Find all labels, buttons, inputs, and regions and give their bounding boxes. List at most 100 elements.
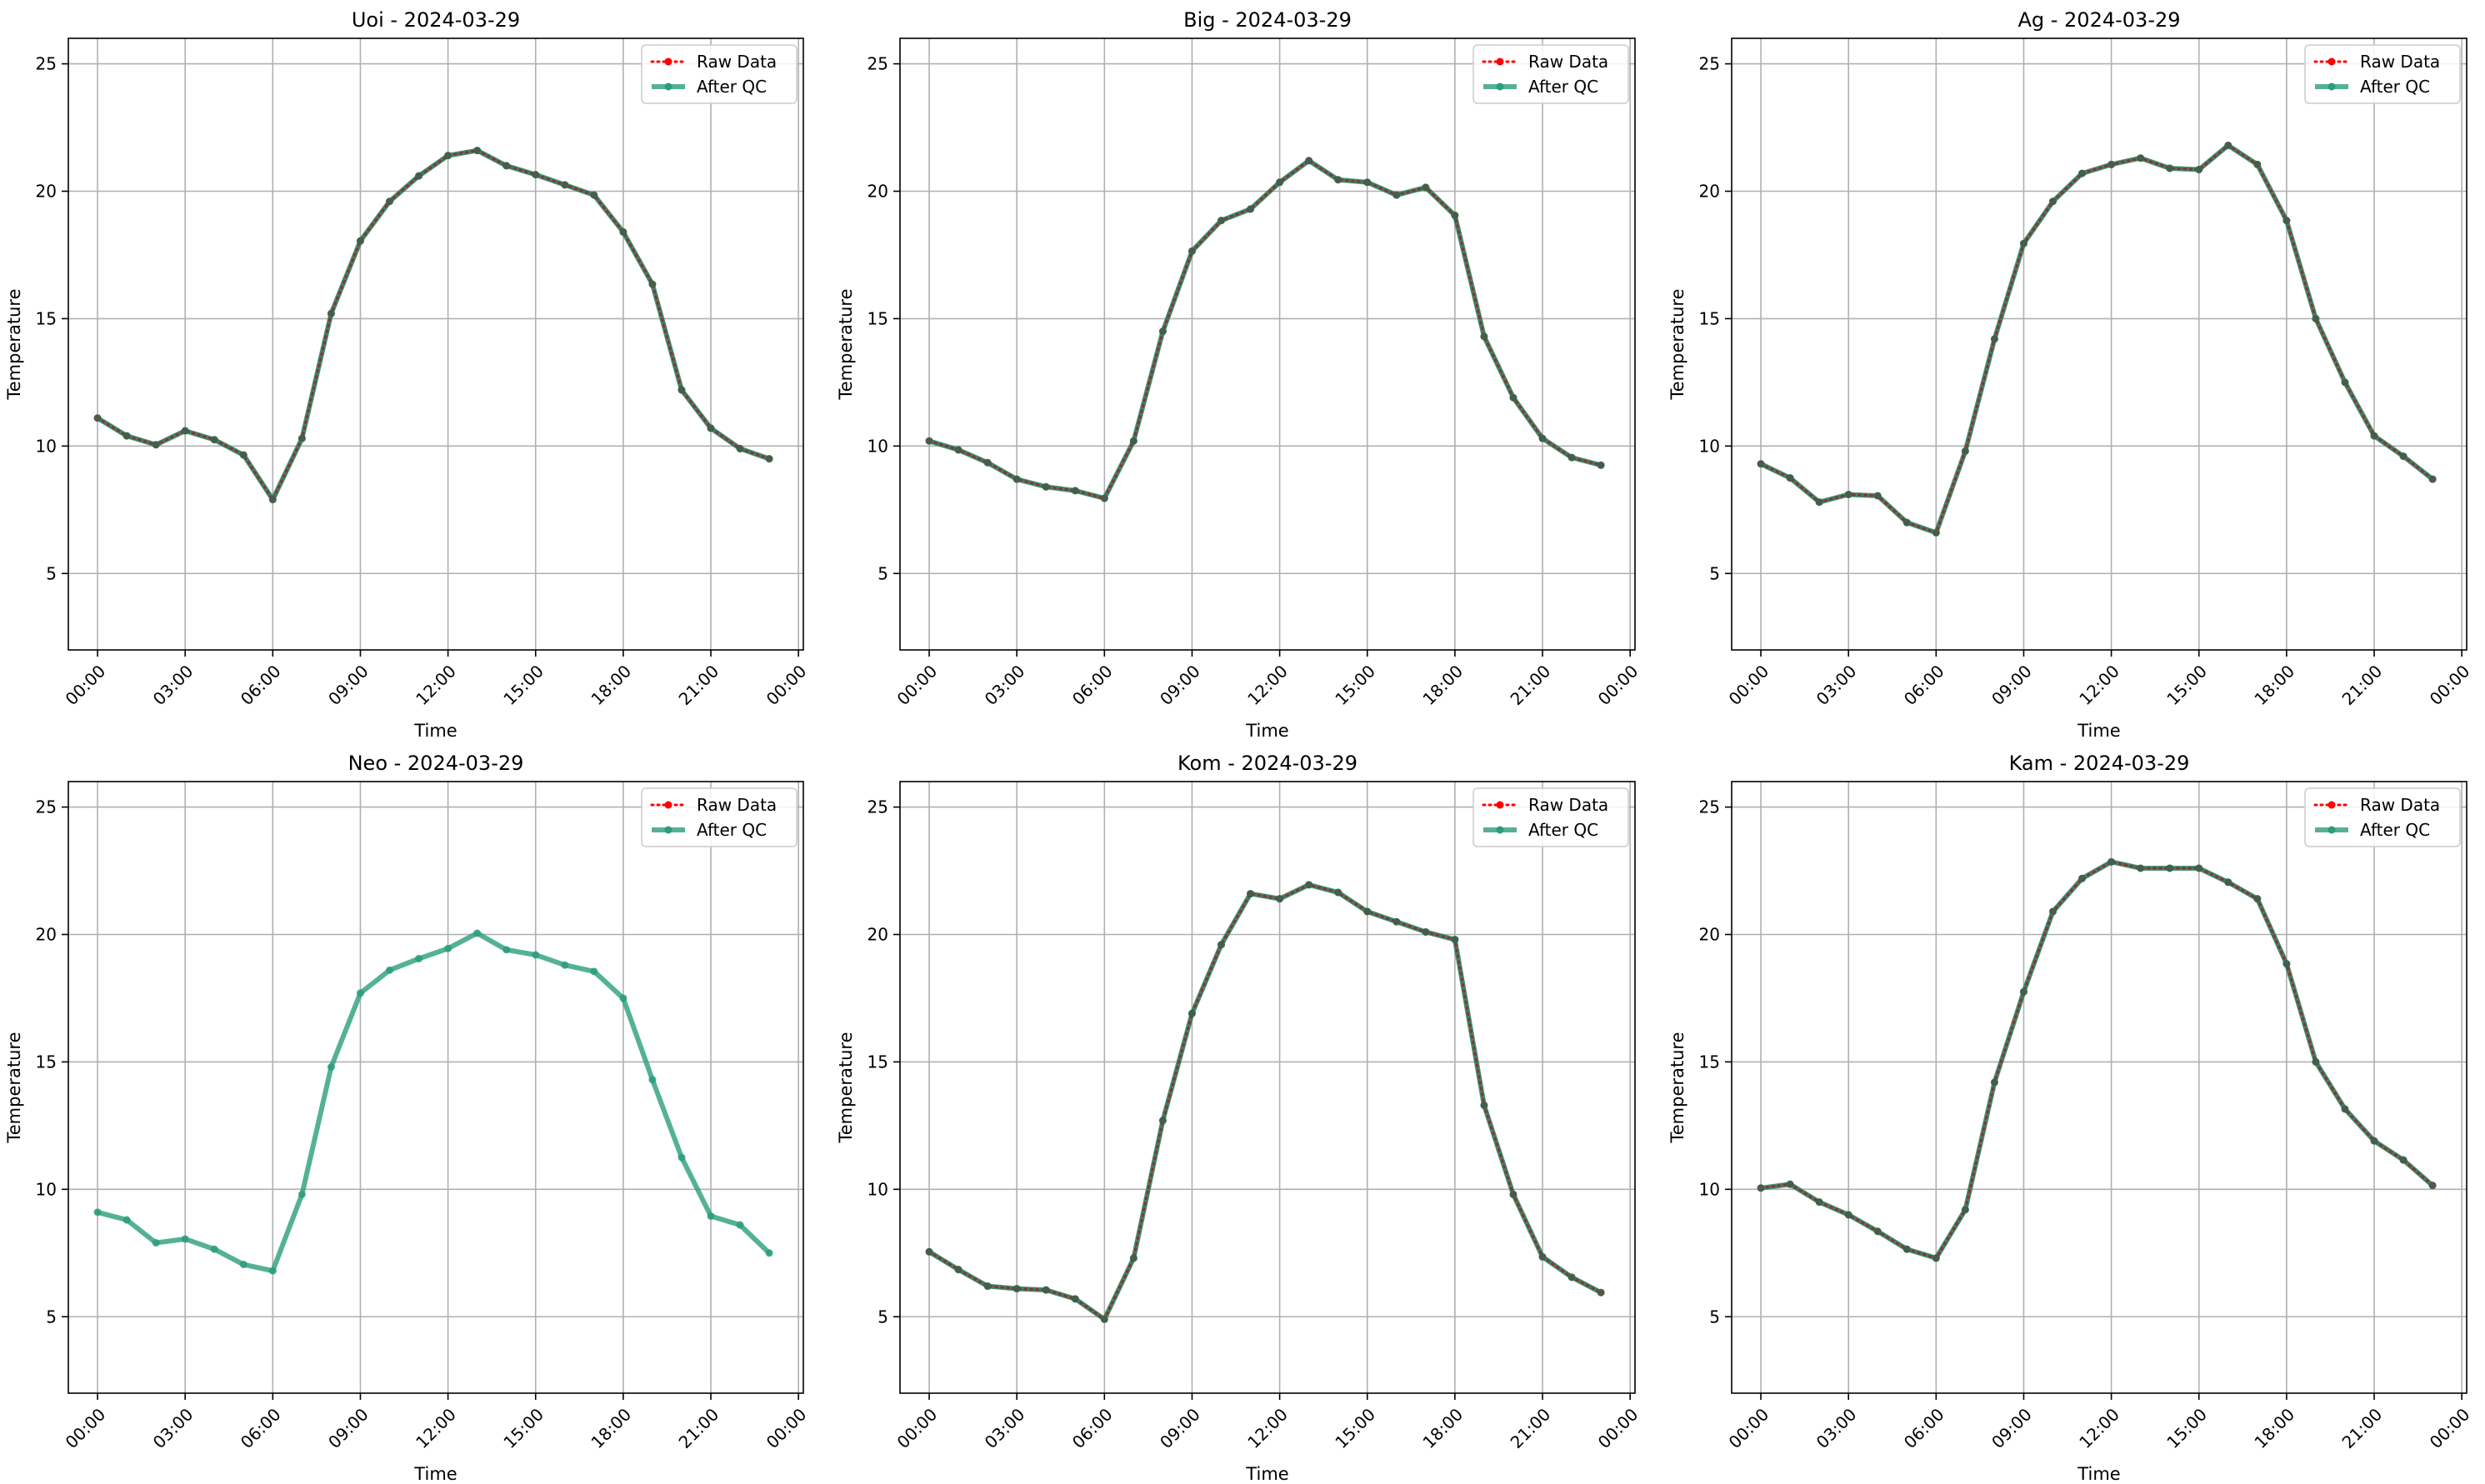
after-qc-point-overlay <box>1129 437 1138 445</box>
after-qc-point-overlay <box>983 1282 992 1291</box>
chart-title: Kam - 2024-03-29 <box>2009 752 2190 775</box>
x-tick-label: 12:00 <box>412 661 460 709</box>
y-tick-label: 10 <box>868 1179 888 1199</box>
after-qc-point-overlay <box>1786 1180 1794 1188</box>
after-qc-point-overlay <box>765 455 773 463</box>
after-qc-point-overlay <box>1071 487 1079 495</box>
y-tick-label: 10 <box>1699 1179 1720 1199</box>
after-qc-point-overlay <box>532 171 540 179</box>
x-tick-label: 06:00 <box>1068 1404 1117 1452</box>
after-qc-point <box>590 967 598 976</box>
plot-area <box>900 782 1635 1393</box>
legend-label-raw: Raw Data <box>1528 795 1608 815</box>
y-axis-label: Temperature <box>836 1032 856 1143</box>
axes-frame <box>68 781 804 1394</box>
y-tick-label: 15 <box>868 308 888 328</box>
y-tick-label: 25 <box>36 54 57 74</box>
legend-qc-marker <box>664 826 672 834</box>
after-qc-point-overlay <box>2370 432 2378 440</box>
x-tick-label: 15:00 <box>2162 1404 2211 1452</box>
after-qc-point-overlay <box>925 1247 933 1256</box>
subplot-1: 00:00 03:00 06:00 09:00 12:00 15:00 18:00 21:00… <box>4 8 810 741</box>
after-qc-point-overlay <box>298 434 306 442</box>
after-qc-point-overlay <box>1815 1198 1823 1207</box>
after-qc-point-overlay <box>1990 1078 1998 1087</box>
y-tick-label: 5 <box>878 1307 888 1327</box>
x-axis-label: Time <box>2077 1464 2120 1484</box>
x-tick-label: 21:00 <box>675 1404 723 1452</box>
y-tick-label: 20 <box>868 182 888 202</box>
after-qc-point-overlay <box>1873 492 1882 500</box>
x-tick-label: 09:00 <box>1156 661 1204 709</box>
after-qc-point-overlay <box>1042 1286 1050 1294</box>
after-qc-point-overlay <box>1961 447 1969 455</box>
legend-raw-marker <box>2328 801 2336 809</box>
after-qc-point-overlay <box>2078 169 2087 177</box>
after-qc-point-overlay <box>1422 927 1430 936</box>
y-tick-label: 10 <box>1699 436 1720 456</box>
x-tick-label: 00:00 <box>1725 661 1773 709</box>
after-qc-point-overlay <box>1757 1184 1765 1192</box>
after-qc-point-overlay <box>648 280 657 288</box>
after-qc-point-overlay <box>1538 1252 1547 1261</box>
x-tick-label: 15:00 <box>2162 661 2211 709</box>
legend-qc-marker <box>664 82 672 91</box>
after-qc-point <box>356 989 364 997</box>
after-qc-point <box>239 1261 248 1269</box>
after-qc-point-overlay <box>268 496 277 504</box>
after-qc-point <box>473 929 482 937</box>
x-tick-label: 00:00 <box>62 1404 110 1452</box>
after-qc-point-overlay <box>1188 247 1196 255</box>
after-qc-point-overlay <box>1247 890 1255 898</box>
after-qc-point <box>181 1235 189 1243</box>
after-qc-point-overlay <box>1305 157 1313 165</box>
x-tick-label: 00:00 <box>1594 661 1642 709</box>
y-axis-label: Temperature <box>836 288 856 400</box>
legend-qc-marker <box>1496 826 1504 834</box>
after-qc-point <box>678 1153 686 1162</box>
after-qc-point-overlay <box>2399 1156 2408 1164</box>
after-qc-point-overlay <box>1363 907 1372 916</box>
y-tick-label: 10 <box>36 436 57 456</box>
after-qc-point <box>93 1208 102 1217</box>
y-tick-label: 5 <box>1709 1307 1720 1327</box>
y-tick-label: 15 <box>1699 308 1720 328</box>
after-qc-point-overlay <box>2166 164 2174 172</box>
after-qc-point-overlay <box>2428 475 2437 483</box>
after-qc-point-overlay <box>210 436 218 444</box>
after-qc-overlay <box>96 148 770 502</box>
after-qc-point-overlay <box>1786 474 1794 482</box>
after-qc-point-overlay <box>386 197 394 206</box>
after-qc-point-overlay <box>327 309 335 317</box>
after-qc-point-overlay <box>1932 528 1940 537</box>
y-tick-label: 20 <box>1699 925 1720 945</box>
x-tick-label: 00:00 <box>762 1404 811 1452</box>
after-qc-point-overlay <box>2019 987 2028 996</box>
after-qc-point-overlay <box>2253 895 2262 903</box>
after-qc-point-overlay <box>1363 178 1372 187</box>
after-qc-point-overlay <box>502 162 511 170</box>
after-qc-point-overlay <box>2399 452 2408 461</box>
after-qc-point-overlay <box>1597 1288 1605 1297</box>
x-tick-label: 03:00 <box>149 1404 198 1452</box>
after-qc-point-overlay <box>1334 888 1342 897</box>
after-qc-point-overlay <box>2166 864 2174 872</box>
after-qc-point-overlay <box>1100 494 1108 502</box>
after-qc-point-overlay <box>2137 864 2145 872</box>
y-tick-label: 5 <box>878 563 888 583</box>
y-tick-label: 10 <box>36 1179 57 1199</box>
after-qc-point-overlay <box>2049 907 2058 916</box>
x-tick-label: 00:00 <box>62 661 110 709</box>
legend-label-raw: Raw Data <box>697 795 777 815</box>
x-tick-label: 06:00 <box>237 1404 285 1452</box>
y-axis-label: Temperature <box>4 288 24 400</box>
after-qc-point-overlay <box>1158 327 1167 336</box>
x-tick-label: 06:00 <box>1900 661 1948 709</box>
after-qc-point <box>327 1063 335 1072</box>
after-qc-point-overlay <box>983 458 992 467</box>
after-qc-point <box>561 961 569 969</box>
after-qc-point-overlay <box>1158 1117 1167 1125</box>
after-qc-point-overlay <box>1392 917 1401 926</box>
after-qc-point-overlay <box>1844 1211 1852 1219</box>
